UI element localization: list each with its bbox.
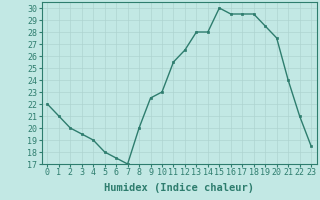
X-axis label: Humidex (Indice chaleur): Humidex (Indice chaleur) (104, 183, 254, 193)
